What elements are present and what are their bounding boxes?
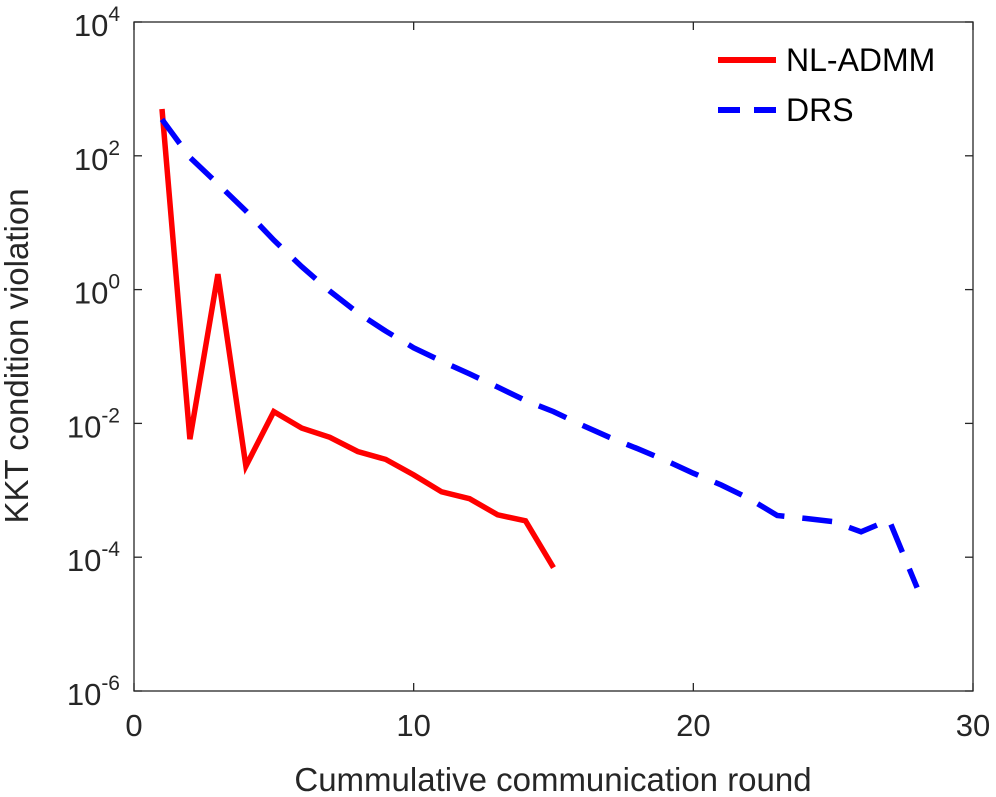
y-tick-label: 100 bbox=[74, 271, 120, 311]
y-tick-label: 104 bbox=[74, 3, 120, 43]
y-axis-label: KKT condition violation bbox=[0, 188, 35, 523]
x-tick-label: 30 bbox=[956, 708, 990, 743]
x-tick-label: 10 bbox=[396, 708, 430, 743]
series-line-nl-admm bbox=[159, 108, 556, 570]
y-tick-label: 10-4 bbox=[67, 538, 120, 578]
legend: NL-ADMM DRS bbox=[718, 42, 935, 128]
x-tick-label: 20 bbox=[676, 708, 710, 743]
x-tick-labels: 0 10 20 30 bbox=[125, 708, 990, 743]
x-tick-label: 0 bbox=[125, 708, 142, 743]
y-tick-labels: 10-6 10-4 10-2 100 102 104 bbox=[67, 3, 120, 712]
y-tick-label: 102 bbox=[74, 137, 120, 177]
legend-label-nl-admm: NL-ADMM bbox=[786, 42, 935, 78]
series-line-drs bbox=[159, 117, 920, 589]
x-axis-label: Cummulative communication round bbox=[294, 761, 811, 797]
y-tick-label: 10-6 bbox=[67, 672, 120, 712]
series-layer bbox=[159, 108, 920, 589]
y-tick-label: 10-2 bbox=[67, 404, 120, 444]
legend-label-drs: DRS bbox=[786, 92, 854, 128]
plot-area bbox=[133, 21, 974, 692]
axis-ticks bbox=[133, 21, 974, 692]
